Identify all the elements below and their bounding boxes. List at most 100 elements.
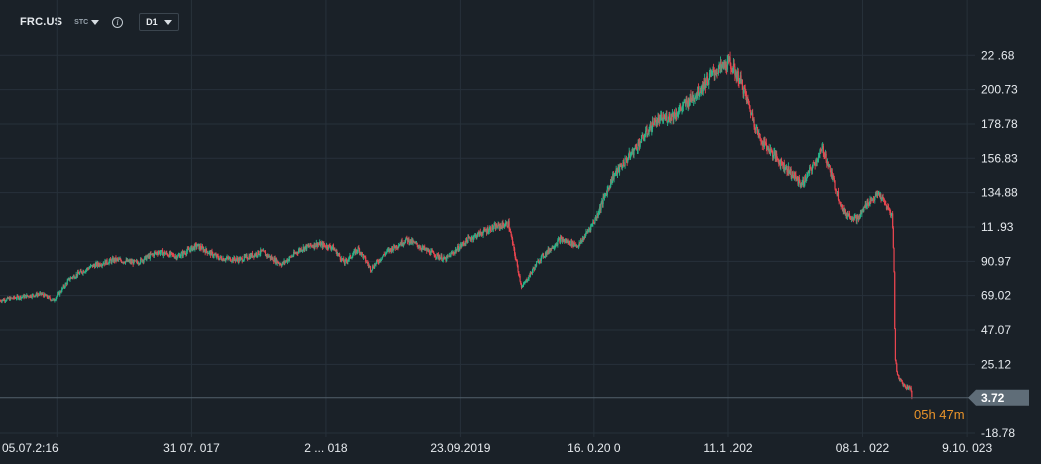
candle-body bbox=[857, 215, 859, 217]
candle-body bbox=[717, 68, 719, 74]
candle-body bbox=[498, 224, 501, 229]
candle-body bbox=[569, 244, 571, 246]
candle-body bbox=[50, 298, 52, 301]
candle-body bbox=[665, 115, 667, 117]
candle-body bbox=[599, 206, 601, 210]
candle-body bbox=[855, 215, 857, 216]
candle-body bbox=[474, 234, 477, 236]
candle-body bbox=[219, 256, 221, 259]
candle-body bbox=[636, 147, 638, 150]
candle-body bbox=[299, 248, 302, 251]
symbol-label[interactable]: FRC.US bbox=[20, 16, 63, 28]
candle-body bbox=[485, 230, 488, 233]
candle-body bbox=[880, 195, 882, 200]
candle-body bbox=[460, 244, 462, 247]
candle-body bbox=[648, 129, 650, 135]
candle-body bbox=[153, 254, 155, 257]
candle-body bbox=[650, 122, 652, 132]
candle-body bbox=[669, 113, 671, 119]
info-icon[interactable]: i bbox=[112, 16, 124, 28]
candle-body bbox=[534, 264, 536, 270]
candle-body bbox=[770, 148, 772, 150]
candle-body bbox=[832, 176, 834, 179]
candle-body bbox=[471, 237, 473, 239]
candle-body bbox=[82, 270, 84, 274]
candle-body bbox=[492, 225, 494, 230]
candle-body bbox=[246, 255, 248, 259]
candle-body bbox=[388, 249, 390, 252]
candle-body bbox=[358, 247, 360, 249]
candle-body bbox=[800, 184, 803, 186]
candle-body bbox=[19, 296, 21, 299]
candle-body bbox=[636, 149, 639, 151]
candle-body bbox=[638, 142, 641, 147]
candle-body bbox=[747, 100, 750, 105]
candle-body bbox=[898, 378, 901, 381]
candle-body bbox=[496, 227, 499, 229]
candle-body bbox=[18, 298, 20, 300]
candle-body bbox=[433, 251, 435, 254]
candle-body bbox=[354, 249, 357, 254]
candle-body bbox=[173, 256, 175, 258]
candle-body bbox=[387, 249, 389, 251]
candle-body bbox=[682, 102, 684, 107]
candle-body bbox=[211, 251, 213, 253]
candle-body bbox=[814, 165, 816, 167]
candle-body bbox=[463, 243, 465, 245]
candle-body bbox=[293, 251, 295, 254]
candle-body bbox=[726, 68, 728, 70]
candle-body bbox=[381, 256, 383, 260]
candle-body bbox=[359, 252, 361, 254]
candle-body bbox=[360, 252, 363, 255]
candle-body bbox=[239, 258, 241, 261]
candle-body bbox=[234, 259, 236, 261]
candle-body bbox=[752, 119, 754, 121]
candle-body bbox=[391, 247, 394, 252]
candle-body bbox=[402, 242, 405, 245]
candle-body bbox=[205, 248, 207, 254]
candle-body bbox=[125, 259, 127, 262]
candle-body bbox=[810, 167, 812, 170]
candle-body bbox=[658, 118, 660, 123]
candle-body bbox=[597, 213, 599, 216]
candle-body bbox=[378, 259, 381, 263]
candle-body bbox=[275, 258, 277, 263]
timeframe-dropdown[interactable]: D1 bbox=[139, 13, 179, 31]
candle-body bbox=[507, 221, 510, 228]
candle-body bbox=[217, 255, 219, 259]
candle-body bbox=[78, 273, 80, 275]
candle-body bbox=[725, 61, 727, 69]
candle-body bbox=[382, 254, 385, 257]
candle-body bbox=[601, 200, 603, 205]
candle-body bbox=[434, 256, 436, 258]
candle-body bbox=[696, 93, 698, 96]
candle-body bbox=[773, 151, 775, 156]
candle-countdown-label: 05h 47m bbox=[914, 407, 965, 422]
chart-toolbar: FRC.US STC i D1 bbox=[0, 0, 1041, 44]
candle-body bbox=[472, 237, 475, 240]
candle-body bbox=[172, 254, 175, 257]
candle-body bbox=[277, 263, 280, 264]
candle-body bbox=[876, 192, 879, 196]
candle-body bbox=[71, 277, 73, 279]
candle-body bbox=[368, 265, 370, 267]
candle-body bbox=[699, 91, 701, 95]
candle-body bbox=[249, 254, 252, 259]
candle-body bbox=[155, 252, 158, 254]
candle-body bbox=[244, 255, 246, 257]
candle-body bbox=[599, 206, 601, 212]
candle-body bbox=[77, 271, 79, 274]
candle-body bbox=[181, 251, 184, 256]
candle-body bbox=[785, 165, 787, 167]
candle-body bbox=[94, 264, 96, 268]
candle-body bbox=[68, 278, 70, 280]
candle-body bbox=[757, 133, 759, 135]
candle-body bbox=[2, 299, 4, 301]
candle-body bbox=[186, 248, 188, 252]
candle-body bbox=[383, 254, 385, 255]
instrument-type-dropdown[interactable]: STC bbox=[74, 19, 100, 26]
candle-body bbox=[304, 245, 306, 248]
candle-body bbox=[183, 251, 185, 254]
candle-body bbox=[667, 120, 669, 122]
